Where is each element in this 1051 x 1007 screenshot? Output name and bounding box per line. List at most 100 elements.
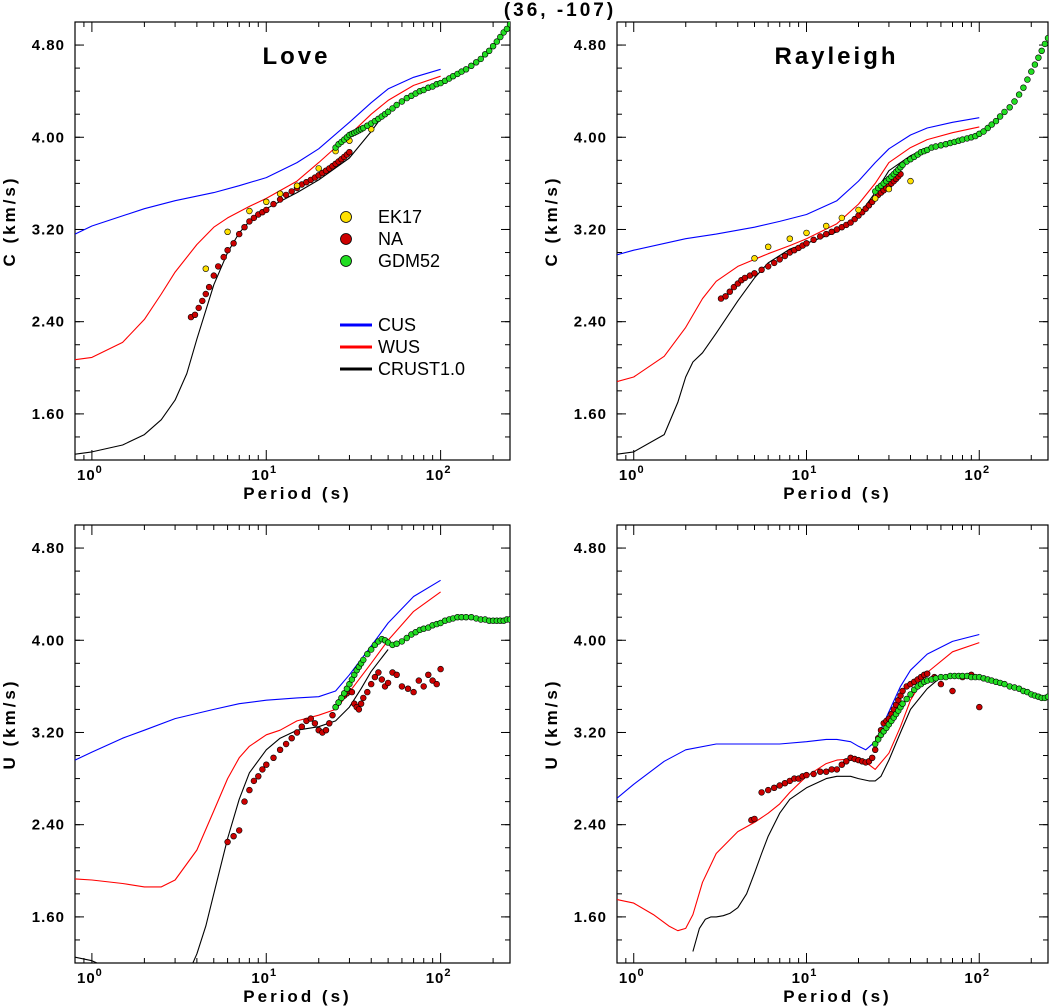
panel-3: 1.60 2.40 3.20 4.00 4.80 100 101 102 Period (s) U… xyxy=(0,524,511,1006)
y-tick-label: 3.20 xyxy=(574,724,607,741)
y-tick-label: 3.20 xyxy=(32,221,65,238)
y-tick-label: 1.60 xyxy=(574,406,607,423)
point-na xyxy=(810,236,817,244)
figure-title: (36, -107) xyxy=(504,0,616,21)
point-gdm52 xyxy=(1044,34,1048,42)
point-na xyxy=(357,700,365,707)
point-na xyxy=(199,297,206,305)
point-na xyxy=(398,683,406,690)
point-gdm52 xyxy=(462,66,470,73)
point-ek17 xyxy=(907,177,914,185)
point-na xyxy=(847,219,854,226)
point-na xyxy=(293,729,301,736)
point-na xyxy=(326,720,333,727)
point-na xyxy=(246,218,253,225)
legend-label: GDM52 xyxy=(378,251,440,271)
point-na xyxy=(838,761,845,768)
y-tick-label: 2.40 xyxy=(32,817,65,834)
point-na xyxy=(828,228,835,236)
point-ek17 xyxy=(838,214,845,222)
point-na xyxy=(404,685,412,692)
series-line-wus xyxy=(75,75,441,361)
point-gdm52 xyxy=(335,699,342,706)
point-gdm52 xyxy=(477,55,484,63)
point-gdm52 xyxy=(1041,40,1048,48)
legend-marker-ek17 xyxy=(340,211,352,223)
point-na xyxy=(288,734,295,742)
point-ek17 xyxy=(764,243,772,251)
series-line-cus xyxy=(617,633,980,799)
legend-marker-gdm52 xyxy=(340,255,352,267)
point-ek17 xyxy=(803,229,810,237)
y-axis-label: C (km/s) xyxy=(542,175,561,266)
point-gdm52 xyxy=(980,128,987,135)
y-tick-label: 4.00 xyxy=(32,632,65,649)
point-na xyxy=(236,230,243,238)
point-na xyxy=(355,706,363,713)
point-na xyxy=(803,771,810,779)
series-line-cus xyxy=(75,579,441,761)
point-na xyxy=(311,720,319,727)
point-na xyxy=(210,272,218,279)
plot-area xyxy=(75,22,510,455)
point-na xyxy=(758,789,765,796)
panel-2: 1.60 2.40 3.20 4.00 4.80 100 101 102 Period (s) C… xyxy=(542,21,1049,503)
point-ek17 xyxy=(276,190,284,197)
series-line-wus xyxy=(617,126,980,383)
point-gdm52 xyxy=(1038,47,1045,54)
point-na xyxy=(770,784,778,791)
point-gdm52 xyxy=(486,47,493,54)
point-gdm52 xyxy=(988,121,995,128)
point-na xyxy=(307,715,314,722)
y-tick-label: 2.40 xyxy=(574,817,607,834)
point-na xyxy=(810,770,817,778)
y-tick-label: 2.40 xyxy=(574,314,607,331)
point-na xyxy=(415,677,422,684)
point-gdm52 xyxy=(1035,54,1042,61)
series-line-cus xyxy=(75,68,441,235)
point-na xyxy=(263,761,270,768)
plot-frame xyxy=(616,524,1049,964)
point-na xyxy=(282,191,290,199)
point-ek17 xyxy=(224,228,231,236)
x-tick-label: 100 xyxy=(77,967,103,987)
point-gdm52 xyxy=(393,640,400,647)
y-tick-label: 4.80 xyxy=(574,540,607,557)
point-na xyxy=(360,694,367,702)
point-na xyxy=(871,746,879,753)
point-na xyxy=(346,149,353,156)
series-line-crust1-0 xyxy=(75,108,389,455)
legend-label: CUS xyxy=(378,315,416,335)
point-gdm52 xyxy=(368,646,375,653)
point-gdm52 xyxy=(899,700,906,707)
y-tick-label: 4.80 xyxy=(574,37,607,54)
point-ek17 xyxy=(885,185,893,193)
plot-area xyxy=(75,579,510,963)
point-ek17 xyxy=(263,198,270,206)
point-gdm52 xyxy=(468,62,475,70)
legend-label: EK17 xyxy=(378,207,422,227)
point-gdm52 xyxy=(384,108,392,116)
y-tick-label: 4.00 xyxy=(32,129,65,146)
y-tick-label: 4.80 xyxy=(32,37,65,54)
point-gdm52 xyxy=(1011,98,1018,105)
point-na xyxy=(764,263,772,270)
y-tick-label: 3.20 xyxy=(32,724,65,741)
x-tick-label: 100 xyxy=(619,464,645,484)
point-na xyxy=(776,256,783,263)
point-gdm52 xyxy=(1028,68,1035,75)
point-gdm52 xyxy=(871,740,879,748)
point-na xyxy=(433,680,440,688)
y-tick-label: 2.40 xyxy=(32,314,65,331)
point-na xyxy=(250,214,258,222)
point-gdm52 xyxy=(1001,680,1008,688)
point-gdm52 xyxy=(1020,84,1027,91)
point-gdm52 xyxy=(903,695,910,703)
y-tick-label: 1.60 xyxy=(32,909,65,926)
point-gdm52 xyxy=(503,25,510,33)
point-na xyxy=(429,677,436,684)
point-gdm52 xyxy=(360,656,367,664)
point-gdm52 xyxy=(506,616,510,623)
point-na xyxy=(205,283,213,291)
x-tick-label: 101 xyxy=(251,464,277,484)
